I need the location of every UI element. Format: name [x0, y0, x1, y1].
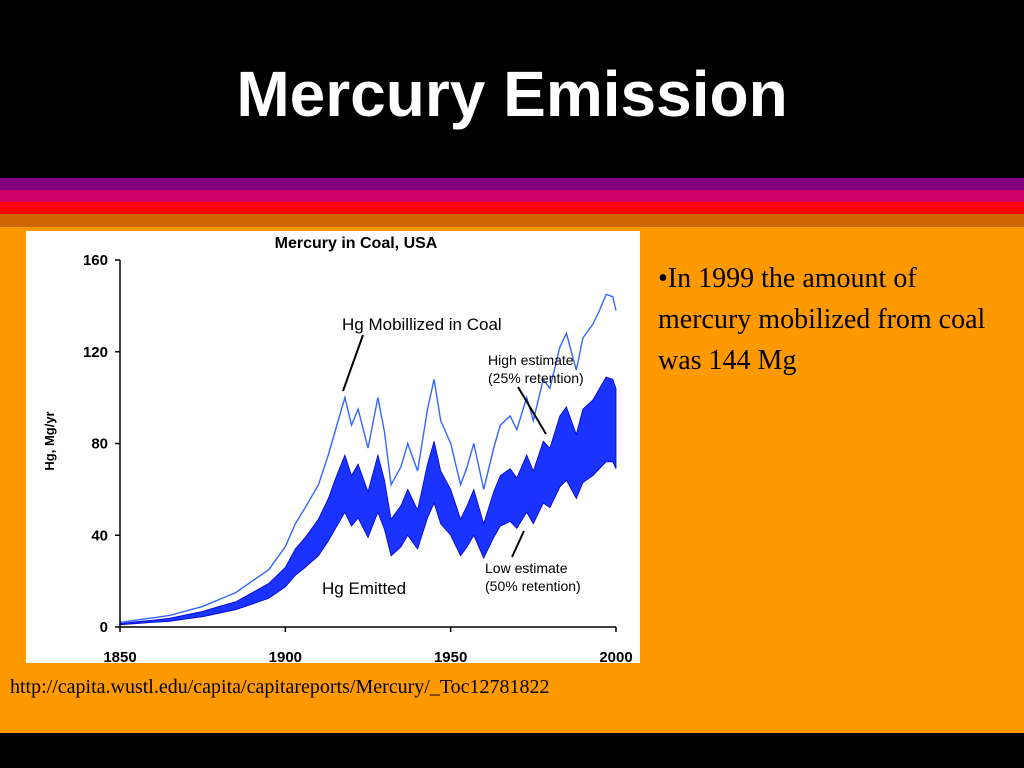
hg-mobilized-line: [119, 293, 617, 624]
hg-emitted-band: [119, 376, 617, 626]
high-estimate-pointer: [517, 386, 547, 435]
y-tick-label: 0: [100, 619, 108, 636]
x-tick-label: 2000: [599, 649, 632, 663]
chart-title: Mercury in Coal, USA: [275, 235, 438, 252]
stripe-brown: [0, 214, 1024, 227]
stripe-red: [0, 202, 1024, 214]
y-tick-label: 80: [91, 436, 108, 453]
low-estimate-note: (50% retention): [485, 578, 581, 594]
high-estimate-label: High estimate: [488, 352, 574, 368]
mercury-chart: Mercury in Coal, USA Hg, Mg/yr 0 40 80 120 1…: [42, 235, 633, 666]
bottom-band: [0, 733, 1024, 768]
mobilized-annotation: Hg Mobillized in Coal: [342, 315, 502, 334]
x-tick-label: 1950: [434, 649, 467, 663]
stripe-purple: [0, 178, 1024, 190]
x-tick-label: 1900: [269, 649, 302, 663]
bullet-point: •In 1999 the amount of mercury mobilized…: [658, 263, 986, 376]
low-estimate-pointer: [511, 530, 525, 558]
stripe-magenta: [0, 190, 1024, 202]
low-estimate-label: Low estimate: [485, 560, 568, 576]
mobilized-pointer: [342, 334, 364, 392]
y-axis-label: Hg, Mg/yr: [42, 411, 57, 470]
x-tick-label: 1850: [103, 649, 136, 663]
chart-panel: Mercury in Coal, USA Hg, Mg/yr 0 40 80 120 1…: [26, 231, 640, 666]
title-band: [0, 0, 1024, 178]
source-link[interactable]: http://capita.wustl.edu/capita/capitarep…: [10, 676, 550, 698]
y-tick-label: 120: [83, 344, 108, 361]
y-tick-label: 40: [91, 527, 108, 544]
y-tick-label: 160: [83, 252, 108, 269]
high-estimate-note: (25% retention): [488, 370, 584, 386]
slide-title: Mercury Emission: [236, 58, 788, 130]
emitted-annotation: Hg Emitted: [322, 579, 406, 598]
